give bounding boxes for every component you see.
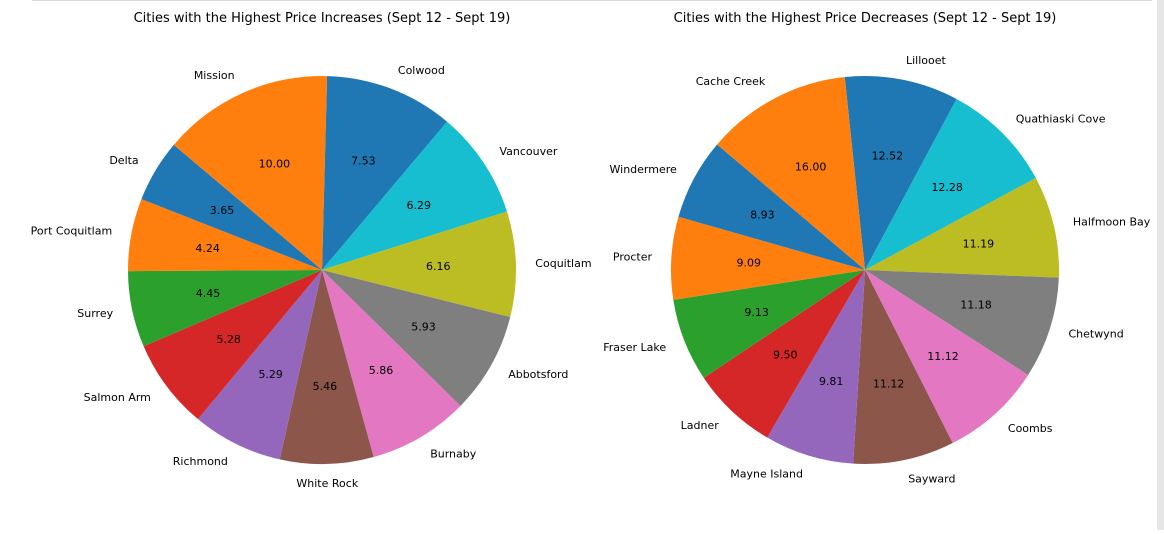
slice-value-label: 5.46 [313, 380, 338, 393]
slice-category-label: Port Coquitlam [31, 224, 113, 237]
slice-category-label: Salmon Arm [84, 391, 151, 404]
pie-slice[interactable] [678, 144, 865, 270]
slice-value-label: 9.50 [773, 348, 798, 361]
pie-slice[interactable] [197, 270, 322, 460]
slice-category-label: Surrey [77, 307, 113, 320]
slice-category-label: Burnaby [430, 447, 477, 460]
pie-slice[interactable] [322, 211, 517, 318]
pie-slice[interactable] [767, 270, 865, 464]
slice-value-label: 11.12 [873, 378, 905, 391]
pie-slice[interactable] [279, 270, 374, 465]
slice-category-label: White Rock [296, 477, 358, 490]
slice-value-label: 9.13 [744, 306, 769, 319]
pie-slice[interactable] [853, 270, 953, 464]
slice-category-label: Richmond [173, 455, 228, 468]
pie-slice[interactable] [703, 270, 865, 438]
slice-value-label: 6.16 [426, 260, 451, 273]
slice-category-label: Coombs [1008, 422, 1053, 435]
chart-title-decreases: Cities with the Highest Price Decreases … [674, 11, 1057, 26]
pie-chart-decreases: Cities with the Highest Price Decreases … [603, 11, 1151, 486]
slice-value-label: 8.93 [750, 209, 775, 222]
pie-slice[interactable] [865, 178, 1059, 278]
pie-slice[interactable] [865, 270, 1059, 376]
slice-category-label: Fraser Lake [603, 341, 666, 354]
slice-category-label: Chetwynd [1069, 328, 1124, 341]
slice-category-label: Mayne Island [730, 468, 803, 481]
slice-value-label: 6.29 [407, 199, 432, 212]
slice-value-label: 5.28 [216, 333, 241, 346]
pie-slice[interactable] [673, 270, 865, 378]
pie-slice[interactable] [322, 270, 461, 457]
slice-category-label: Halfmoon Bay [1073, 215, 1151, 228]
pie-slice[interactable] [322, 76, 448, 270]
pie-slice[interactable] [128, 270, 322, 347]
slice-value-label: 5.93 [411, 320, 436, 333]
slice-value-label: 11.12 [927, 350, 959, 363]
pie-slice[interactable] [141, 144, 322, 270]
slice-value-label: 11.19 [963, 237, 995, 250]
slice-value-label: 12.28 [931, 181, 963, 194]
pie-slice[interactable] [322, 270, 511, 406]
slice-category-label: Delta [109, 154, 138, 167]
pie-slice[interactable] [717, 77, 865, 270]
slice-value-label: 16.00 [795, 161, 827, 174]
slice-category-label: Colwood [398, 64, 445, 77]
slice-category-label: Quathiaski Cove [1016, 112, 1106, 125]
slice-category-label: Cache Creek [696, 75, 766, 88]
slice-value-label: 4.24 [195, 242, 220, 255]
slice-category-label: Mission [194, 69, 235, 82]
slice-value-label: 5.29 [258, 368, 283, 381]
slice-category-label: Lillooet [906, 54, 947, 67]
slice-category-label: Abbotsford [508, 368, 568, 381]
pie-slice[interactable] [865, 98, 1036, 271]
slice-value-label: 4.45 [196, 287, 221, 300]
slice-value-label: 11.18 [960, 299, 992, 312]
slice-value-label: 3.65 [210, 204, 235, 217]
slice-category-label: Windermere [610, 163, 678, 176]
slice-value-label: 9.09 [737, 256, 762, 269]
pie-slice[interactable] [865, 270, 1029, 444]
pie-slice[interactable] [844, 75, 957, 271]
slice-category-label: Vancouver [500, 145, 558, 158]
top-divider [32, 0, 1152, 1]
slice-value-label: 5.86 [369, 364, 394, 377]
pie-slice[interactable] [670, 216, 865, 300]
pie-slice[interactable] [173, 76, 328, 271]
slice-category-label: Coquitlam [535, 257, 591, 270]
slice-category-label: Ladner [681, 419, 720, 432]
slice-value-label: 7.53 [351, 155, 376, 168]
pie-chart-increases: Cities with the Highest Price Increases … [31, 11, 592, 490]
pie-slice[interactable] [322, 121, 507, 271]
slice-value-label: 9.81 [819, 375, 844, 388]
chart-title-increases: Cities with the Highest Price Increases … [134, 11, 511, 26]
pie-slice[interactable] [127, 199, 322, 272]
scrollbar-track[interactable] [1157, 0, 1164, 530]
slice-value-label: 12.52 [872, 149, 904, 162]
slice-category-label: Sayward [908, 473, 955, 486]
slice-value-label: 10.00 [259, 157, 291, 170]
pie-slice[interactable] [143, 270, 322, 420]
slice-category-label: Procter [613, 250, 653, 263]
